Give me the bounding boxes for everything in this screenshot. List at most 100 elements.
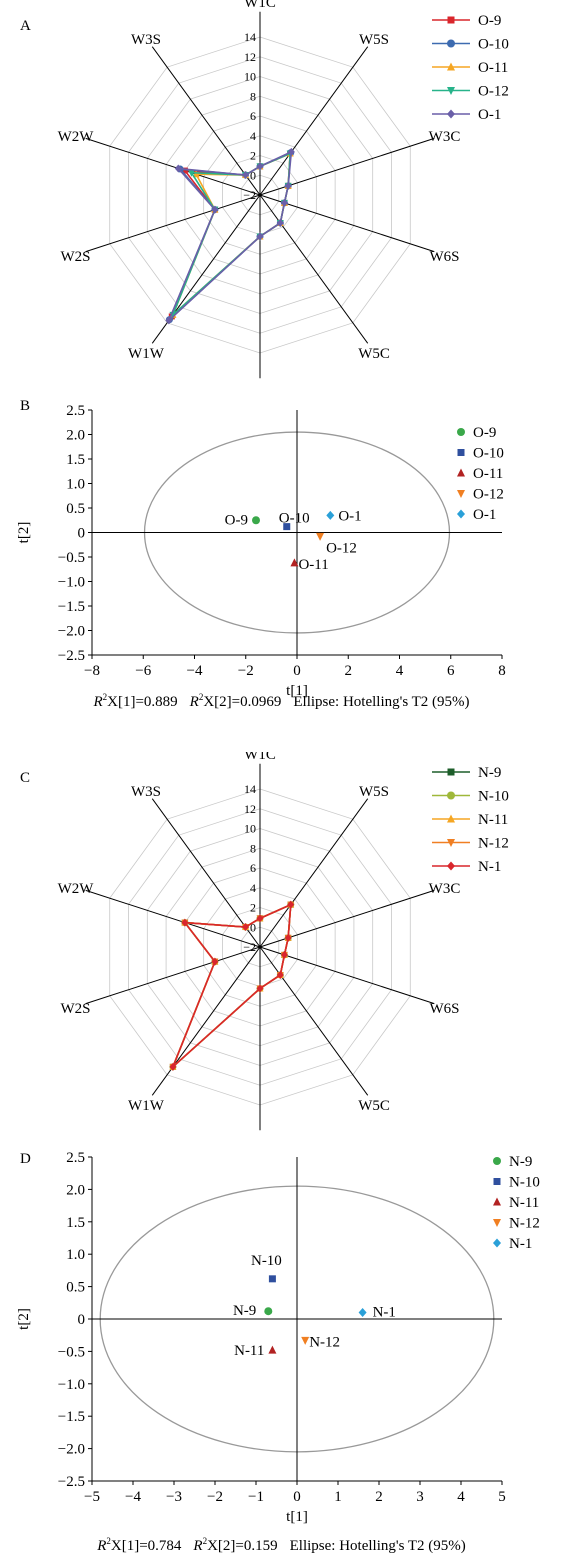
- x-tick-label: −2: [238, 663, 254, 679]
- radar-tick-label: 14: [244, 30, 256, 44]
- x-tick-label: 6: [447, 663, 455, 679]
- radar-spoke: [85, 889, 261, 948]
- legend-marker: [493, 1238, 501, 1248]
- radar-spoke: [259, 194, 435, 253]
- x-axis-title: t[1]: [286, 683, 308, 699]
- caption-d-r2: X[2]=0.159: [207, 1538, 278, 1554]
- y-tick-label: −1.0: [58, 1377, 85, 1393]
- caption-d-r-sup: 2: [106, 1536, 111, 1546]
- legend-label: N-12: [509, 1216, 540, 1232]
- caption-b-ellipse: Ellipse: Hotelling's T2 (95%): [293, 694, 470, 710]
- radar-point: [287, 900, 295, 909]
- panel-d: D 2.5 2.0 1.5 1.0 0.5 0 −0.5 −1.0 −1.5 −2.0 −2.5 −5 −…: [0, 1145, 563, 1530]
- radar-axis-label: W1C: [244, 752, 276, 763]
- caption-b-r-symbol: R: [93, 694, 103, 710]
- legend-marker: [447, 16, 455, 24]
- radar-point: [284, 181, 292, 190]
- caption-d-ellipse: Ellipse: Hotelling's T2 (95%): [289, 1538, 466, 1554]
- legend-label: N-1: [478, 859, 501, 875]
- radar-axis-label: W6S: [430, 1001, 460, 1017]
- point-label: N-1: [373, 1305, 396, 1321]
- y-tick-label: −2.5: [58, 648, 85, 664]
- y-tick-label: 0: [78, 1312, 86, 1328]
- y-axis-title: t[2]: [16, 1308, 32, 1330]
- y-tick-label: 1.0: [66, 477, 85, 493]
- y-tick-label: −0.5: [58, 550, 85, 566]
- x-tick-label: 8: [498, 663, 506, 679]
- radar-axis-label: W3S: [131, 784, 161, 800]
- radar-point: [187, 169, 195, 177]
- legend-label: O-10: [473, 446, 504, 462]
- y-tick-label: −2.0: [58, 624, 85, 640]
- radar-axis-label: W5C: [358, 1098, 390, 1114]
- x-tick-label: −2: [207, 1489, 223, 1505]
- radar-tick-label: 12: [244, 802, 256, 816]
- radar-axis-label: W2W: [58, 881, 95, 897]
- legend-marker: [493, 1178, 501, 1185]
- legend-marker: [457, 490, 465, 498]
- scatter-point: [252, 516, 260, 525]
- caption-b-r1: X[1]=0.889: [107, 694, 178, 710]
- scatter-point: [268, 1275, 276, 1283]
- legend-label: O-12: [473, 487, 504, 503]
- caption-b-r-symbol-2: R: [189, 694, 199, 710]
- legend-marker: [447, 62, 455, 71]
- x-axis-title: t[1]: [286, 1509, 308, 1525]
- radar-point: [241, 171, 249, 180]
- caption-b-r2: X[2]=0.0969: [203, 694, 282, 710]
- legend-marker: [447, 839, 455, 847]
- legend-marker: [447, 109, 455, 119]
- panel-label-c: C: [20, 770, 30, 786]
- radar-point: [287, 147, 295, 156]
- scatter-chart-b: B 2.5 2.0 1.5 1.0 0.5 0 −0.5 −1.0 −1.5 −2.0 −2.5−8 −…: [16, 398, 506, 699]
- legend-label: N-1: [509, 1236, 532, 1252]
- y-tick-label: 2.5: [66, 403, 85, 419]
- panel-a: A−202468101214W1CW5SW3CW6SW5CW1SW1WW2SW2…: [0, 0, 563, 380]
- radar-point: [181, 918, 189, 927]
- x-tick-label: 0: [293, 1489, 301, 1505]
- legend-label: N-10: [509, 1175, 540, 1191]
- radar-point: [211, 957, 219, 966]
- caption-b-r-sup-2: 2: [198, 692, 204, 702]
- radar-axis-label: W5S: [359, 32, 389, 48]
- caption-d-r-symbol-2: R: [193, 1538, 203, 1554]
- x-tick-label: −4: [187, 663, 203, 679]
- y-tick-label: −2.0: [58, 1442, 85, 1458]
- radar-axis-label: W2S: [60, 1001, 90, 1017]
- x-tick-label: 2: [375, 1489, 383, 1505]
- radar-spoke: [259, 194, 369, 344]
- y-tick-label: 2.5: [66, 1150, 85, 1166]
- legend-label: N-11: [478, 812, 508, 828]
- point-label: O-11: [298, 557, 328, 573]
- legend-marker: [493, 1197, 501, 1206]
- legend-marker: [457, 468, 465, 477]
- x-tick-label: 5: [498, 1489, 506, 1505]
- point-label: N-11: [234, 1343, 264, 1359]
- scatter-point: [290, 558, 299, 567]
- y-tick-label: 0.5: [66, 501, 85, 517]
- x-tick-label: 4: [457, 1489, 465, 1505]
- y-tick-label: 1.5: [66, 1215, 85, 1231]
- radar-spoke: [151, 798, 261, 948]
- legend-marker: [447, 39, 455, 48]
- y-tick-label: 2.0: [66, 428, 85, 444]
- radar-tick-label: 6: [250, 109, 256, 123]
- panel-label-a: A: [20, 18, 31, 34]
- radar-spoke: [85, 137, 261, 196]
- radar-axis-label: W3C: [429, 881, 461, 897]
- radar-axis-label: W5S: [359, 784, 389, 800]
- radar-spoke: [259, 946, 435, 1005]
- point-label: O-9: [225, 512, 248, 528]
- y-tick-label: 1.5: [66, 452, 85, 468]
- panel-label-d: D: [20, 1151, 31, 1167]
- x-tick-label: −4: [125, 1489, 141, 1505]
- legend-marker: [447, 814, 455, 823]
- legend-label: O-9: [473, 425, 496, 441]
- legend-label: O-1: [473, 507, 496, 523]
- caption-b-r-sup: 2: [102, 692, 108, 702]
- radar-tick-label: 10: [244, 70, 256, 84]
- legend-label: O-12: [478, 84, 509, 100]
- point-label: N-12: [309, 1334, 340, 1350]
- x-tick-label: 0: [293, 663, 301, 679]
- scatter-point: [316, 532, 325, 541]
